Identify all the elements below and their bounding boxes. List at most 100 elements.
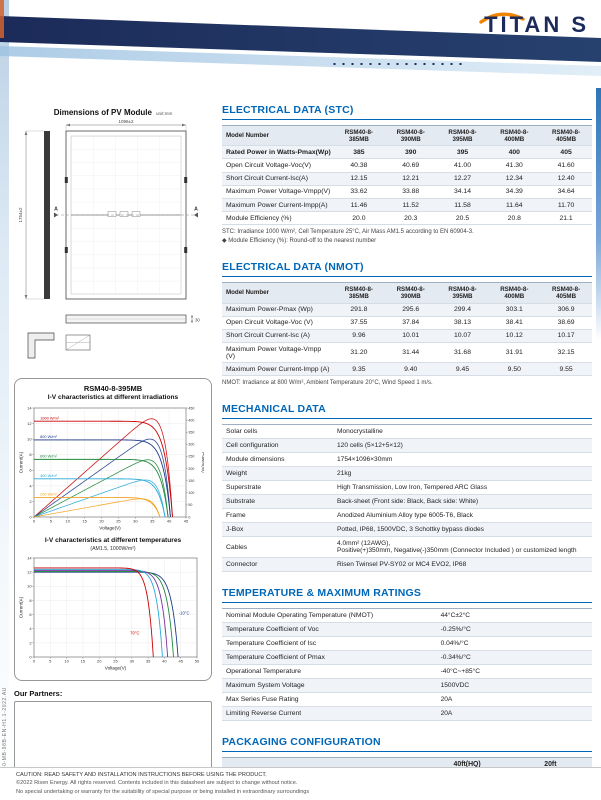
svg-text:6: 6 [29, 612, 32, 617]
table-header-row: Model Number RSM40-8-385MB RSM40-8-390MB RS… [222, 282, 592, 304]
svg-text:4: 4 [29, 626, 32, 631]
svg-text:12: 12 [27, 570, 32, 575]
table-row: Solar cells Monocrystalline [222, 424, 592, 440]
chart1-subtitle: I-V characteristics at different irradia… [47, 394, 179, 401]
cell-value: Back-sheet (Front side: Black, Back side… [333, 494, 592, 510]
table-row: Module dimensions 1754×1096×30mm [222, 452, 592, 468]
cell: Rated Power in Watts-Pmax(Wp) [222, 145, 333, 160]
cell-value: -0.25%/°C [436, 622, 592, 638]
cell: 20.3 [384, 211, 437, 226]
table-row: Temperature Coefficient of Voc -0.25%/°C [222, 622, 592, 638]
table-row: Rated Power in Watts-Pmax(Wp) 385 390 395 40… [222, 145, 592, 160]
iv-curve [34, 458, 169, 518]
nmot-note-1: NMOT: Irradiance at 800 W/m², Ambient Te… [222, 380, 433, 387]
logo-swoosh-icon [479, 12, 525, 24]
partners-label: Our Partners: [14, 689, 63, 698]
cell: 9.50 [488, 362, 541, 377]
cell: Maximum Power Voltage-Vmpp(V) [222, 185, 333, 199]
dimensions-title: Dimensions of PV Module [53, 108, 152, 117]
mounting-slot [184, 247, 188, 253]
cell-label: Superstrate [222, 480, 333, 496]
cell: Short Circuit Current-Isc(A) [222, 172, 333, 186]
nmot-table: Model Number RSM40-8-385MB RSM40-8-390MB RS… [222, 282, 592, 377]
header-band-graphic [0, 0, 601, 76]
iv-curve [34, 567, 154, 658]
section-electrical-nmot: ELECTRICAL DATA (NMOT) Model Number RSM40… [222, 261, 592, 388]
cell: 12.27 [436, 172, 489, 186]
cell-value: High Transmission, Low Iron, Tempered AR… [333, 480, 592, 496]
brand-logo: TITAN S [419, 8, 589, 48]
svg-text:0: 0 [188, 515, 190, 519]
cell-label: J-Box [222, 522, 333, 538]
series-label: 400 W/m² [40, 473, 58, 478]
chart-annotation: 70°C [130, 630, 139, 635]
thickness-dim-label: 30 [195, 318, 200, 323]
iv-curve [34, 420, 173, 518]
footer: CAUTION: READ SAFETY AND INSTALLATION IN… [0, 766, 601, 800]
frame-corner-detail [27, 332, 55, 359]
svg-text:100: 100 [188, 491, 194, 495]
cell-value: 1500VDC [436, 678, 592, 694]
svg-text:25: 25 [116, 519, 121, 524]
section-mark-a-right: A [194, 207, 198, 213]
cell: 295.6 [384, 303, 437, 317]
table-row: Connector Risen Twinsel PV-SY02 or MC4 EV… [222, 557, 592, 573]
cell: 303.1 [488, 303, 541, 317]
table-row: Maximum Power-Pmax (Wp) 291.8 295.6 299.4 30… [222, 303, 592, 317]
cell: 405 [540, 145, 592, 160]
stc-note-2: ◆ Module Efficiency (%): Round-off to th… [222, 238, 377, 245]
cell: 10.12 [488, 329, 541, 344]
svg-text:400: 400 [188, 418, 194, 422]
cell: 21.1 [540, 211, 592, 226]
cell: 34.64 [540, 185, 592, 199]
cell-label: Substrate [222, 494, 333, 510]
cell: 37.55 [333, 316, 385, 330]
svg-text:20: 20 [99, 519, 104, 524]
section-mark-a-left: A [54, 207, 58, 213]
cell-value: Monocrystalline [333, 424, 592, 440]
height-dim-label: 1754±2 [18, 207, 23, 222]
svg-text:10: 10 [66, 519, 71, 524]
junction-box [119, 211, 129, 217]
cell-label: Connector [222, 557, 333, 573]
cell: 20.5 [436, 211, 489, 226]
section-title: PACKAGING CONFIGURATION [222, 736, 592, 753]
svg-text:10: 10 [27, 584, 32, 589]
cell: Open Circuit Voltage-Voc (V) [222, 316, 333, 330]
svg-text:40: 40 [162, 659, 167, 664]
cell: 31.91 [488, 342, 541, 364]
cell: 31.44 [384, 342, 437, 364]
chart2-title: I-V characteristics at different tempera… [44, 537, 182, 544]
module-side-profile [44, 131, 50, 299]
partners-section: Our Partners: [14, 689, 212, 779]
svg-text:45: 45 [184, 519, 189, 524]
cell: 41.60 [540, 158, 592, 173]
right-edge-accent [596, 88, 601, 340]
iv-curve [34, 569, 169, 658]
cell-label: Module dimensions [222, 452, 333, 468]
table-row: Open Circuit Voltage-Voc (V) 37.55 37.84 38… [222, 316, 592, 330]
cell: Maximum Power Voltage-Vmpp (V) [222, 342, 333, 364]
series-label: 1000 W/m² [40, 415, 60, 420]
table-row: Temperature Coefficient of Pmax -0.34%/°C [222, 650, 592, 666]
cell-value: -0.34%/°C [436, 650, 592, 666]
series-label: 800 W/m² [40, 434, 58, 439]
svg-text:30: 30 [133, 519, 138, 524]
cell: 11.64 [488, 198, 541, 213]
svg-text:20: 20 [97, 659, 102, 664]
cell-value: Anodized Aluminium Alloy type 6005-T6, B… [333, 508, 592, 524]
section-title: ELECTRICAL DATA (NMOT) [222, 261, 592, 278]
junction-box [131, 211, 141, 217]
dimensions-heading: Dimensions of PV Module unit:mm [14, 108, 212, 117]
cell: Maximum Power Current-Impp (A) [222, 362, 333, 377]
svg-text:150: 150 [188, 479, 194, 483]
table-row: Maximum System Voltage 1500VDC [222, 678, 592, 694]
table-row: Module Efficiency (%) 20.0 20.3 20.5 20.8 21.… [222, 211, 592, 226]
x-axis-label: Voltage(V) [99, 526, 121, 531]
cell: 34.39 [488, 185, 541, 199]
cell: 12.21 [384, 172, 437, 186]
table-row: Limiting Reverse Current 20A [222, 706, 592, 722]
svg-text:15: 15 [82, 519, 87, 524]
svg-text:35: 35 [146, 659, 151, 664]
